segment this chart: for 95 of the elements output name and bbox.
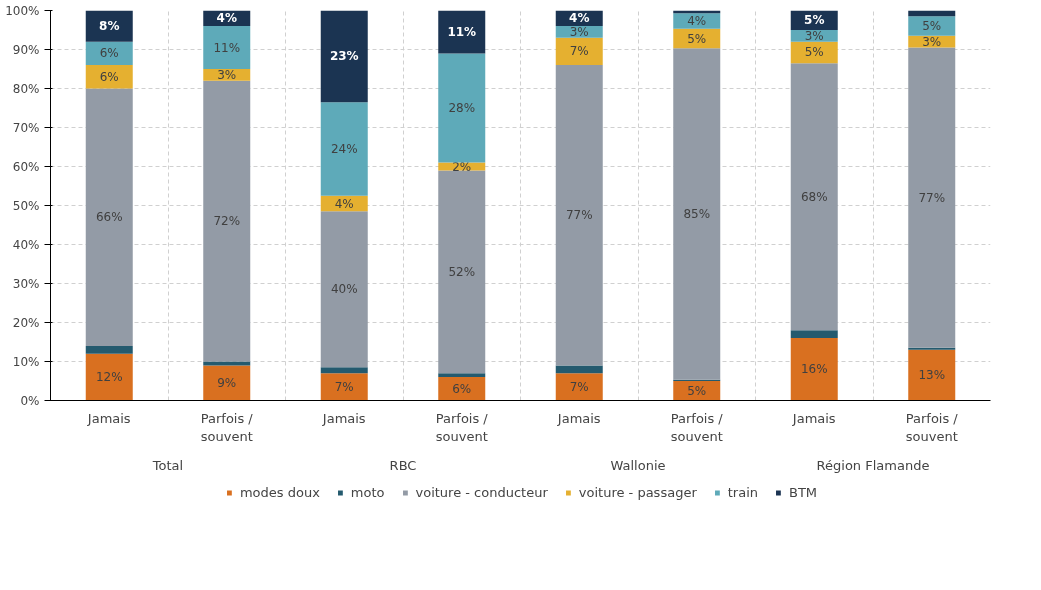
- data-label: 4%: [687, 14, 707, 29]
- y-tick-label: 60%: [12, 159, 40, 174]
- legend-label: BTM: [789, 484, 818, 500]
- bar: [438, 373, 486, 378]
- data-label: 8%: [99, 19, 120, 34]
- bar: [85, 65, 133, 89]
- x-tick-label: Parfois / souvent: [905, 410, 959, 444]
- y-tick-label: 50%: [12, 198, 40, 213]
- y-tick-label: 90%: [12, 42, 40, 57]
- legend-label: voiture - passager: [578, 484, 697, 500]
- bar: [555, 37, 603, 66]
- y-tick-label: 100%: [5, 3, 40, 18]
- legend-label: train: [727, 484, 758, 500]
- data-label: 11%: [213, 40, 241, 55]
- data-label: 3%: [922, 34, 942, 49]
- x-tick-label: Parfois / souvent: [200, 410, 254, 444]
- text: Wallonie: [610, 457, 666, 473]
- data-label: 7%: [569, 44, 589, 59]
- y-tick-label: 40%: [12, 237, 40, 252]
- bar: [320, 102, 368, 196]
- text: RBC: [389, 457, 417, 473]
- data-label: 5%: [687, 383, 707, 398]
- bar: [438, 10, 486, 54]
- bar: [438, 53, 486, 163]
- y-tick-label: 80%: [12, 81, 40, 96]
- bar: [203, 26, 251, 69]
- data-label: 5%: [804, 45, 824, 60]
- data-label: 68%: [800, 189, 828, 204]
- data-label: 77%: [918, 190, 946, 205]
- data-label: 2%: [452, 159, 472, 174]
- data-label: 3%: [217, 67, 237, 82]
- bar: [673, 48, 721, 380]
- data-label: 4%: [569, 11, 590, 26]
- bar: [908, 349, 956, 401]
- data-label: 7%: [569, 379, 589, 394]
- data-label: 40%: [330, 282, 358, 297]
- legend-label: moto: [350, 484, 385, 500]
- bar: [320, 373, 368, 401]
- data-label: 9%: [217, 375, 237, 390]
- data-label: 6%: [99, 69, 119, 84]
- data-label: 3%: [569, 24, 589, 39]
- text: Total: [151, 457, 184, 473]
- bar: [790, 63, 838, 331]
- bar: [203, 365, 251, 401]
- bar: [555, 65, 603, 366]
- data-label: 85%: [683, 207, 711, 222]
- x-tick-label: Jamais: [86, 410, 131, 426]
- data-label: 66%: [95, 210, 123, 225]
- y-tick-label: 30%: [12, 276, 40, 291]
- bar: [790, 330, 838, 339]
- data-label: 24%: [330, 141, 358, 156]
- text: Région Flamande: [816, 457, 930, 473]
- data-label: 5%: [687, 31, 707, 46]
- data-label: 5%: [922, 19, 942, 34]
- data-label: 72%: [213, 214, 241, 229]
- bar: [555, 373, 603, 401]
- data-label: 3%: [804, 28, 824, 43]
- data-label: 28%: [448, 101, 476, 115]
- data-label: 11%: [447, 24, 477, 39]
- bar: [85, 345, 133, 354]
- bar: [908, 47, 956, 348]
- bar: [320, 367, 368, 374]
- data-label: 6%: [452, 381, 472, 396]
- y-tick-label: 20%: [12, 315, 40, 330]
- data-label: 5%: [804, 13, 825, 28]
- data-label: 6%: [99, 46, 119, 61]
- y-tick-label: 10%: [12, 354, 40, 369]
- bar: [85, 88, 133, 346]
- data-label: 4%: [216, 11, 237, 26]
- y-tick-label: 70%: [12, 120, 40, 135]
- legend-label: voiture - conducteur: [415, 484, 548, 500]
- x-tick-label: Parfois / souvent: [435, 410, 489, 444]
- data-label: 7%: [334, 379, 354, 394]
- data-label: 23%: [329, 49, 359, 64]
- data-label: 77%: [565, 208, 593, 223]
- bar: [555, 365, 603, 374]
- legend-label: modes doux: [239, 484, 320, 500]
- bar: [438, 170, 486, 374]
- data-label: 16%: [800, 362, 828, 377]
- x-tick-label: Parfois / souvent: [670, 410, 724, 444]
- x-tick-label: Jamais: [321, 410, 366, 426]
- data-label: 13%: [918, 368, 946, 383]
- y-tick-label: 0%: [20, 393, 40, 408]
- bar: [790, 338, 838, 401]
- data-label: 4%: [334, 196, 354, 211]
- bar: [320, 211, 368, 368]
- bar: [85, 353, 133, 401]
- data-label: 52%: [448, 264, 476, 279]
- bar: [908, 16, 956, 36]
- bar: [320, 10, 368, 103]
- data-label: 12%: [95, 370, 123, 385]
- bar: [203, 80, 251, 362]
- x-tick-label: Jamais: [556, 410, 601, 426]
- x-tick-label: Jamais: [791, 410, 836, 426]
- bar: [85, 10, 133, 42]
